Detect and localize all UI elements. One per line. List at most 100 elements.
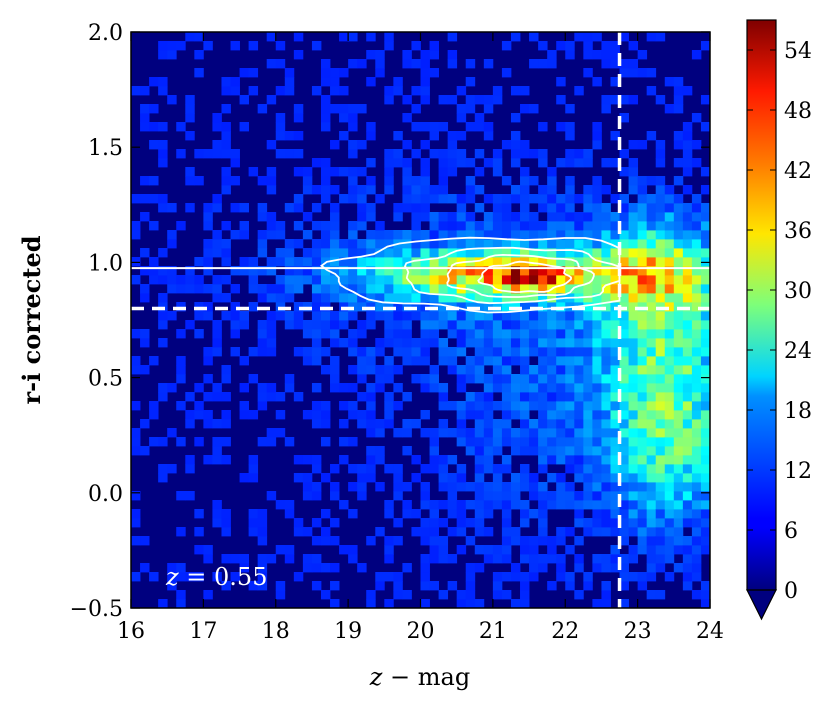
heatmap-cell: [547, 50, 557, 60]
heatmap-cell: [221, 419, 231, 429]
heatmap-cell: [203, 374, 213, 384]
heatmap-cell: [492, 257, 503, 267]
heatmap-cell: [492, 266, 503, 276]
heatmap-cell: [565, 482, 575, 492]
heatmap-cell: [275, 131, 286, 141]
heatmap-cell: [529, 383, 539, 393]
heatmap-cell: [474, 545, 485, 555]
heatmap-cell: [628, 446, 639, 456]
heatmap-cell: [520, 347, 530, 357]
heatmap-cell: [203, 203, 213, 213]
heatmap-cell: [700, 320, 710, 330]
heatmap-cell: [538, 185, 548, 195]
heatmap-cell: [357, 185, 367, 195]
heatmap-cell: [619, 563, 629, 573]
heatmap-cell: [384, 509, 394, 519]
heatmap-cell: [140, 86, 150, 96]
heatmap-cell: [520, 590, 530, 600]
heatmap-cell: [366, 158, 376, 168]
heatmap-cell: [664, 293, 675, 303]
heatmap-cell: [574, 284, 584, 294]
heatmap-cell: [438, 248, 449, 258]
heatmap-cell: [619, 338, 629, 348]
heatmap-cell: [492, 275, 503, 285]
heatmap-cell: [646, 527, 657, 537]
heatmap-cell: [682, 275, 693, 285]
heatmap-cell: [628, 527, 639, 537]
heatmap-cell: [664, 302, 675, 312]
heatmap-cell: [194, 545, 204, 555]
heatmap-cell: [366, 185, 376, 195]
heatmap-cell: [248, 86, 259, 96]
heatmap-cell: [465, 599, 476, 608]
heatmap-cell: [302, 329, 313, 339]
heatmap-cell: [556, 257, 566, 267]
heatmap-cell: [402, 113, 412, 123]
heatmap-cell: [357, 329, 367, 339]
heatmap-cell: [673, 329, 684, 339]
heatmap-cell: [637, 194, 648, 204]
heatmap-cell: [501, 266, 512, 276]
heatmap-cell: [257, 104, 268, 114]
heatmap-cell: [637, 374, 648, 384]
heatmap-cell: [131, 536, 141, 546]
heatmap-cell: [646, 392, 657, 402]
heatmap-cell: [483, 275, 494, 285]
heatmap-cell: [547, 239, 557, 249]
heatmap-cell: [248, 275, 259, 285]
heatmap-cell: [366, 347, 376, 357]
heatmap-cell: [619, 527, 629, 537]
heatmap-cell: [565, 158, 575, 168]
heatmap-cell: [284, 500, 295, 510]
heatmap-cell: [592, 365, 602, 375]
heatmap-cell: [646, 383, 657, 393]
heatmap-cell: [357, 104, 367, 114]
heatmap-cell: [357, 482, 367, 492]
heatmap-cell: [239, 203, 250, 213]
heatmap-cell: [402, 500, 412, 510]
heatmap-cell: [565, 329, 575, 339]
heatmap-cell: [158, 437, 168, 447]
heatmap-cell: [320, 509, 331, 519]
heatmap-cell: [565, 320, 575, 330]
heatmap-cell: [538, 437, 548, 447]
heatmap-cell: [601, 158, 611, 168]
contour-level: [446, 253, 595, 298]
heatmap-cell: [501, 302, 512, 312]
heatmap-cell: [492, 365, 503, 375]
heatmap-cell: [682, 536, 693, 546]
heatmap-cell: [384, 158, 394, 168]
heatmap-cell: [393, 203, 403, 213]
heatmap-cell: [158, 383, 168, 393]
heatmap-cell: [140, 266, 150, 276]
heatmap-cell: [375, 455, 385, 465]
heatmap-cell: [158, 338, 168, 348]
heatmap-cell: [366, 239, 376, 249]
heatmap-cell: [194, 437, 204, 447]
heatmap-cell: [402, 446, 412, 456]
x-axis-label: z − mag: [369, 663, 470, 691]
heatmap-cell: [474, 320, 485, 330]
heatmap-cell: [284, 275, 295, 285]
heatmap-cell: [474, 113, 485, 123]
heatmap-cell: [275, 113, 286, 123]
heatmap-cell: [411, 374, 421, 384]
heatmap-cell: [375, 482, 385, 492]
heatmap-cell: [230, 572, 240, 582]
heatmap-cell: [601, 599, 611, 608]
heatmap-cell: [257, 554, 268, 564]
heatmap-cell: [547, 410, 557, 420]
heatmap-cell: [637, 311, 648, 321]
heatmap-cell: [248, 266, 259, 276]
heatmap-cell: [140, 176, 150, 186]
heatmap-cell: [628, 500, 639, 510]
heatmap-cell: [610, 509, 620, 519]
heatmap-cell: [574, 347, 584, 357]
heatmap-cell: [510, 158, 521, 168]
heatmap-cell: [420, 536, 430, 546]
heatmap-cell: [510, 491, 521, 501]
heatmap-cell: [393, 212, 403, 222]
heatmap-cell: [149, 275, 159, 285]
heatmap-cell: [628, 257, 639, 267]
heatmap-cell: [248, 455, 259, 465]
